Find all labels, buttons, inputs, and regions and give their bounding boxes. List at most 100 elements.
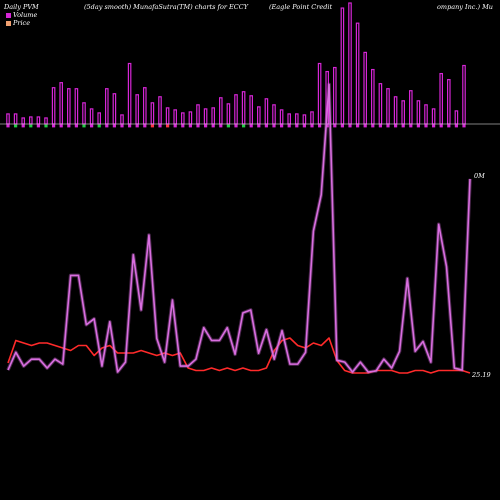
legend-label-volume: Volume	[13, 11, 38, 19]
volume-bar	[409, 90, 413, 125]
volume-bar-base	[325, 124, 329, 128]
volume-bar-base	[356, 124, 360, 128]
volume-bar-base	[401, 124, 405, 128]
volume-bar-base	[128, 124, 132, 128]
pvm-line-glow	[6, 82, 472, 374]
volume-bar	[363, 51, 368, 125]
volume-bar-base	[454, 124, 458, 128]
volume-bar	[393, 96, 398, 125]
volume-bar	[59, 82, 64, 125]
volume-bar	[295, 113, 299, 125]
price-series	[7, 337, 471, 374]
pvm-series	[6, 82, 472, 374]
volume-bar-base	[378, 124, 382, 128]
volume-bar	[287, 113, 292, 125]
volume-bar-base	[219, 124, 223, 128]
volume-bar	[317, 62, 322, 125]
volume-bar	[74, 88, 79, 125]
volume-bar	[6, 113, 10, 125]
volume-bar-base	[424, 124, 428, 128]
volume-bar-base	[340, 124, 344, 128]
volume-bar	[333, 66, 337, 125]
volume-bar	[279, 109, 284, 125]
volume-bar	[355, 22, 360, 125]
volume-bar	[44, 117, 48, 125]
volume-bar-base	[439, 124, 443, 128]
volume-bar	[51, 87, 56, 125]
volume-bar-base	[67, 124, 71, 128]
volume-bar	[97, 112, 102, 125]
volume-bar-base	[242, 124, 246, 128]
volume-bar-base	[14, 124, 18, 128]
volume-bar	[181, 112, 185, 125]
volume-bar-base	[105, 124, 109, 128]
volume-bar	[302, 114, 307, 125]
volume-bar	[66, 88, 71, 125]
volume-bar-base	[196, 124, 200, 128]
volume-bar	[310, 111, 314, 125]
volume-bar-base	[150, 124, 154, 128]
axis-label-bottom-right: 25.19	[471, 371, 491, 379]
volume-bar	[104, 88, 109, 125]
volume-bar-base	[90, 124, 94, 128]
volume-bar-base	[280, 124, 284, 128]
volume-bar-base	[36, 124, 40, 128]
volume-bar	[150, 102, 155, 125]
volume-bar	[120, 114, 124, 125]
volume-bar-base	[348, 124, 352, 128]
volume-bar-base	[29, 124, 33, 128]
volume-bar	[264, 98, 269, 125]
volume-bar	[257, 106, 261, 125]
volume-bar	[82, 102, 86, 125]
volume-bar	[203, 108, 208, 125]
legend-swatch-price	[6, 21, 11, 26]
volume-bar	[386, 88, 390, 125]
volume-bar-base	[204, 124, 208, 128]
volume-bar-base	[257, 124, 261, 128]
volume-bar-base	[409, 124, 413, 128]
volume-bar-base	[188, 124, 192, 128]
volume-bar	[447, 79, 451, 125]
volume-bar-base	[264, 124, 268, 128]
volume-bar-base	[386, 124, 390, 128]
volume-bar	[173, 109, 178, 125]
volume-bar-base	[226, 124, 230, 128]
volume-bar-base	[82, 124, 86, 128]
volume-bar	[158, 96, 162, 125]
volume-bar-base	[6, 124, 10, 128]
volume-bar	[431, 108, 436, 125]
volume-bar-base	[333, 124, 337, 128]
volume-bar-base	[173, 124, 177, 128]
volume-bar-base	[120, 124, 124, 128]
legend-label-price: Price	[13, 19, 31, 27]
volume-bar-base	[74, 124, 78, 128]
volume-bar-base	[21, 124, 25, 128]
volume-bar	[165, 107, 170, 125]
volume-bar	[89, 108, 94, 125]
volume-bar-base	[158, 124, 162, 128]
volume-bar-base	[272, 124, 276, 128]
legend-item-volume: Volume	[6, 11, 37, 19]
volume-bar	[127, 62, 132, 125]
header-chart-type: Daily PVM	[4, 3, 39, 11]
volume-bar-base	[234, 124, 238, 128]
price-line	[7, 337, 471, 374]
volume-bar	[462, 64, 466, 125]
volume-bar-base	[371, 124, 375, 128]
volume-bar-base	[363, 124, 367, 128]
volume-bar-base	[52, 124, 56, 128]
pvm-line	[7, 83, 471, 373]
volume-bar	[196, 104, 200, 125]
volume-bar-base	[318, 124, 322, 128]
legend-item-price: Price	[6, 19, 30, 27]
volume-bar	[21, 117, 26, 125]
volume-bar-base	[59, 124, 63, 128]
volume-bar-base	[44, 124, 48, 128]
volume-bar-base	[249, 124, 253, 128]
volume-bar-base	[211, 124, 215, 128]
volume-bar	[249, 95, 254, 125]
volume-bar	[416, 100, 421, 125]
header-chart-title: (5day smooth) MunafaSutra(TM) charts for…	[84, 3, 249, 11]
volume-bar	[135, 94, 140, 125]
